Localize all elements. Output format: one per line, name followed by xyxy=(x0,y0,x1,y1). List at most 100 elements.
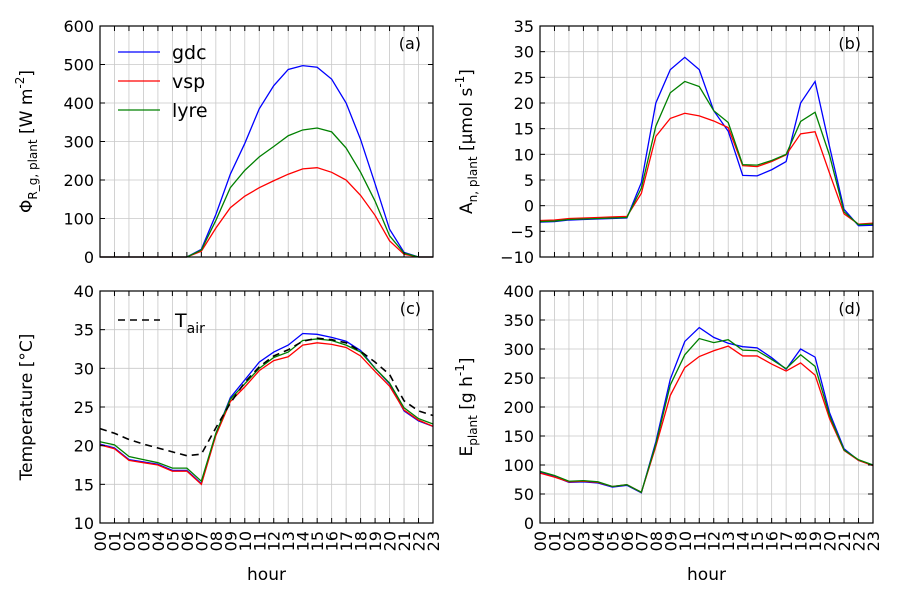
y-axis-label: ΦR_g, plant [W m-2] xyxy=(13,70,40,213)
series-line-vsp xyxy=(99,342,434,486)
x-tick-label: 05 xyxy=(163,531,182,551)
x-tick-label: 21 xyxy=(395,531,414,551)
x-tick-label: 07 xyxy=(192,531,211,551)
y-tick-label: 250 xyxy=(503,369,534,388)
series-line-lyre xyxy=(539,337,874,494)
x-tick-label: 22 xyxy=(850,531,869,551)
x-tick-label: 14 xyxy=(294,531,313,551)
x-tick-label: 15 xyxy=(748,531,767,551)
x-tick-label: 14 xyxy=(734,531,753,551)
x-tick-label: 08 xyxy=(647,531,666,551)
x-tick-label: 01 xyxy=(545,531,564,551)
x-tick-label: 12 xyxy=(705,531,724,551)
panel-a: 0 100 200 300 400 500 600 ΦR_g, plant [W m-2] (a… xyxy=(13,17,434,267)
y-axis-label: An, plant [μmol s-1] xyxy=(453,69,480,214)
x-tick-label: 08 xyxy=(207,531,226,551)
y-tick-label: 150 xyxy=(503,427,534,446)
y-tick-label: 400 xyxy=(63,94,94,113)
x-tick-label: 11 xyxy=(690,531,709,551)
legend-label-gdc: gdc xyxy=(172,42,207,64)
y-tick-label: 600 xyxy=(63,17,94,36)
panel-tag: (b) xyxy=(838,34,861,53)
x-tick-label: 12 xyxy=(265,531,284,551)
legend-label-t-air: Tair xyxy=(174,310,205,337)
y-tick-label: 300 xyxy=(503,340,534,359)
x-tick-label: 16 xyxy=(763,531,782,551)
panel-tag: (d) xyxy=(838,299,861,318)
series-line-lyre xyxy=(99,338,434,483)
y-tick-label: 25 xyxy=(514,68,534,87)
x-tick-label: 07 xyxy=(632,531,651,551)
series-line-t-air xyxy=(99,337,434,457)
x-tick-label: 11 xyxy=(250,531,269,551)
x-tick-label: 02 xyxy=(120,531,139,551)
x-tick-label: 09 xyxy=(661,531,680,551)
x-tick-label: 00 xyxy=(531,531,550,551)
x-tick-label: 10 xyxy=(236,531,255,551)
y-tick-label: 50 xyxy=(514,485,534,504)
x-tick-label: 03 xyxy=(574,531,593,551)
x-tick-label: 06 xyxy=(618,531,637,551)
y-tick-label: 10 xyxy=(514,145,534,164)
panel-tag: (a) xyxy=(399,34,421,53)
y-tick-label: 30 xyxy=(514,43,534,62)
y-tick-label: 15 xyxy=(514,120,534,139)
x-tick-label: 23 xyxy=(864,531,883,551)
x-axis-label: hour xyxy=(687,565,726,585)
x-tick-label: 01 xyxy=(105,531,124,551)
y-tick-label: 5 xyxy=(524,171,534,190)
x-tick-label: 17 xyxy=(337,531,356,551)
panel-c: 1015202530354000010203040506070809101112… xyxy=(17,282,443,585)
x-tick-label: 23 xyxy=(424,531,443,551)
y-tick-label: −10 xyxy=(500,248,534,267)
y-axis-label: Eplant [g h-1] xyxy=(453,358,480,457)
panel-tag: (c) xyxy=(400,299,421,318)
y-tick-label: 15 xyxy=(74,475,94,494)
y-axis-label: Temperature [°C] xyxy=(17,334,37,482)
y-tick-label: 350 xyxy=(503,311,534,330)
x-tick-label: 21 xyxy=(835,531,854,551)
y-tick-label: 20 xyxy=(514,94,534,113)
x-tick-label: 13 xyxy=(279,531,298,551)
y-tick-label: 10 xyxy=(74,514,94,533)
y-tick-label: 0 xyxy=(84,248,94,267)
plot-frame xyxy=(539,25,874,258)
series-line-lyre xyxy=(100,127,433,258)
x-tick-label: 18 xyxy=(352,531,371,551)
x-tick-label: 16 xyxy=(323,531,342,551)
y-tick-label: 0 xyxy=(524,514,534,533)
series-line-vsp xyxy=(100,167,433,258)
x-tick-label: 09 xyxy=(221,531,240,551)
x-tick-label: 22 xyxy=(410,531,429,551)
x-tick-label: 20 xyxy=(821,531,840,551)
y-tick-label: 0 xyxy=(524,197,534,216)
y-tick-label: 500 xyxy=(63,56,94,75)
legend-label-vsp: vsp xyxy=(172,71,205,93)
y-tick-label: 30 xyxy=(74,359,94,378)
y-tick-label: 200 xyxy=(63,171,94,190)
x-tick-label: 18 xyxy=(792,531,811,551)
y-tick-label: 35 xyxy=(74,321,94,340)
panel-d: 0 50 100 150 200 250 300 350 400 0001020304050607… xyxy=(453,282,883,585)
x-tick-label: 17 xyxy=(777,531,796,551)
y-tick-label: 400 xyxy=(503,282,534,301)
y-tick-label: 20 xyxy=(74,437,94,456)
x-tick-label: 15 xyxy=(308,531,327,551)
series-line-gdc xyxy=(539,56,874,227)
x-tick-label: 00 xyxy=(91,531,110,551)
y-tick-label: 35 xyxy=(514,17,534,36)
series-line-vsp xyxy=(539,112,874,225)
x-tick-label: 20 xyxy=(381,531,400,551)
x-tick-label: 13 xyxy=(719,531,738,551)
x-tick-label: 19 xyxy=(806,531,825,551)
series-line-gdc xyxy=(539,326,874,494)
x-tick-label: 04 xyxy=(589,531,608,551)
y-tick-label: 25 xyxy=(74,398,94,417)
x-tick-label: 02 xyxy=(560,531,579,551)
y-tick-label: 100 xyxy=(63,210,94,229)
panel-b: −10 −5 0 5 10 15 20 25 30 35 An, plant [μmol s-1] (… xyxy=(453,17,874,267)
x-tick-label: 03 xyxy=(134,531,153,551)
x-axis-label: hour xyxy=(247,565,286,585)
x-tick-label: 19 xyxy=(366,531,385,551)
